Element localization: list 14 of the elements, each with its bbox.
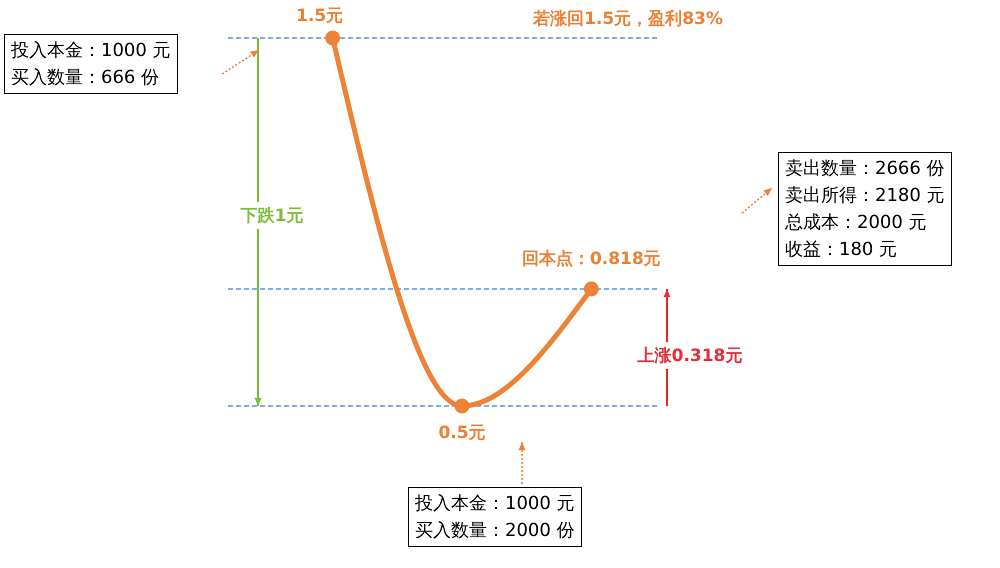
annotation: 上涨0.318元 (634, 342, 746, 369)
data-label: 0.5元 (438, 423, 486, 443)
annotation: 下跌1元 (238, 202, 306, 229)
text: 买入数量：666 份 (11, 66, 160, 90)
text: 卖出所得：2180 元 (785, 184, 945, 208)
text: 总成本：2000 元 (785, 211, 928, 235)
text: 买入数量：2000 份 (415, 519, 575, 543)
text: 投入本金：1000 元 (415, 492, 575, 516)
text: 投入本金：1000 元 (11, 39, 171, 63)
data-label: 回本点：0.818元 (522, 248, 661, 269)
text: 卖出数量：2666 份 (785, 157, 945, 181)
text: 若涨回1.5元，盈利83% (530, 5, 726, 32)
data-label: 1.5元 (296, 6, 344, 26)
text: 收益：180 元 (785, 238, 898, 262)
